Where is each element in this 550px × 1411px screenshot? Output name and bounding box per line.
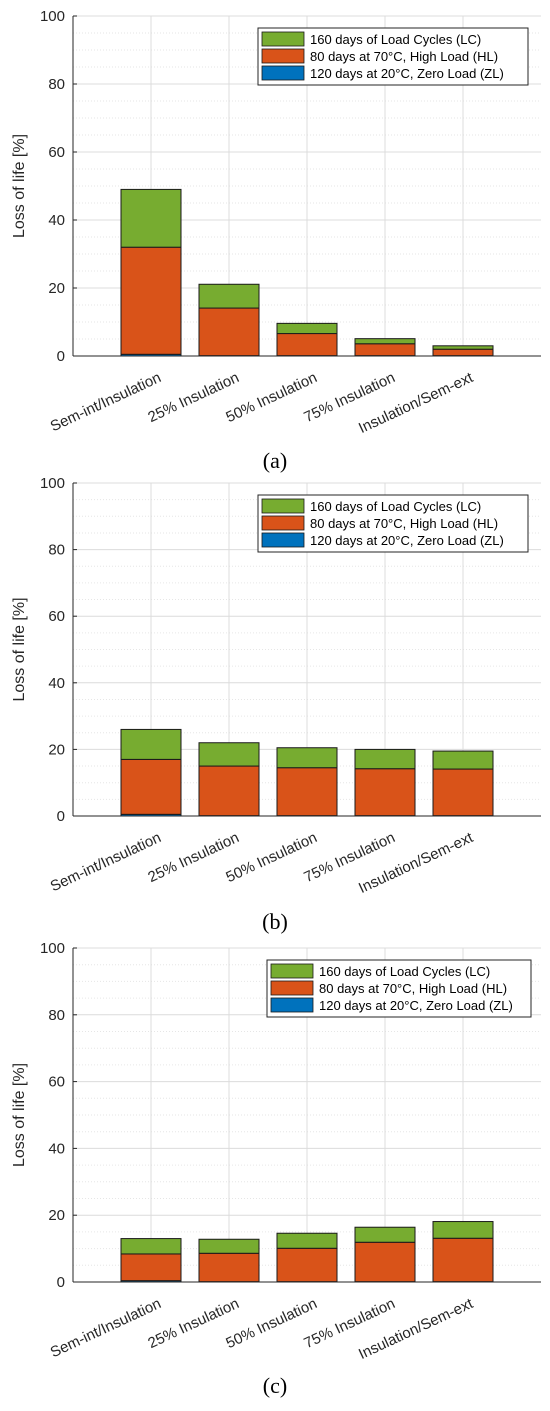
legend-label: 80 days at 70°C, High Load (HL): [310, 49, 498, 64]
x-tick-label: Sem-int/Insulation: [48, 1295, 164, 1361]
bar-segment: [276, 1247, 338, 1283]
legend-label: 160 days of Load Cycles (LC): [310, 499, 481, 514]
y-tick-label: 100: [40, 940, 65, 957]
bar-segment: [276, 333, 338, 357]
bar-segment: [120, 728, 182, 760]
y-axis-title: Loss of life [%]: [11, 1063, 28, 1167]
bar-segment: [354, 1241, 416, 1283]
bar-segment: [354, 1226, 416, 1243]
y-tick-label: 20: [48, 741, 65, 758]
bar-segment: [120, 188, 182, 248]
bar-segment: [354, 748, 416, 770]
legend-swatch: [261, 532, 305, 548]
bar-segment: [276, 322, 338, 335]
bar-segment: [354, 768, 416, 817]
y-tick-label: 60: [48, 144, 65, 161]
bar-segment: [276, 767, 338, 817]
legend-label: 120 days at 20°C, Zero Load (ZL): [310, 533, 504, 548]
bar-segment: [120, 1238, 182, 1255]
legend-swatch: [270, 980, 314, 996]
panel-caption: (b): [262, 909, 288, 934]
legend-swatch: [270, 997, 314, 1013]
legend-label: 120 days at 20°C, Zero Load (ZL): [319, 998, 513, 1013]
y-tick-label: 0: [57, 1274, 65, 1291]
bar-segment: [120, 1253, 182, 1282]
legend-label: 120 days at 20°C, Zero Load (ZL): [310, 66, 504, 81]
x-tick-label: Sem-int/Insulation: [48, 369, 164, 435]
y-tick-label: 100: [40, 475, 65, 492]
bar-segment: [432, 348, 494, 357]
bar-segment: [276, 747, 338, 769]
y-tick-label: 80: [48, 542, 65, 559]
y-tick-label: 40: [48, 1140, 65, 1157]
y-tick-label: 40: [48, 675, 65, 692]
y-tick-label: 60: [48, 1074, 65, 1091]
bar-segment: [198, 742, 260, 767]
y-tick-label: 0: [57, 348, 65, 365]
legend-swatch: [261, 515, 305, 531]
y-tick-label: 40: [48, 212, 65, 229]
bar-segment: [198, 283, 260, 309]
legend-swatch: [261, 48, 305, 64]
legend-swatch: [261, 498, 305, 514]
bar-segment: [432, 768, 494, 817]
x-tick-label: Sem-int/Insulation: [48, 829, 164, 895]
y-tick-label: 80: [48, 1007, 65, 1024]
bar-segment: [432, 1221, 494, 1239]
panel-caption: (a): [263, 448, 287, 473]
y-axis-title: Loss of life [%]: [11, 134, 28, 238]
bar-segment: [198, 1238, 260, 1254]
y-tick-label: 0: [57, 808, 65, 825]
y-tick-label: 20: [48, 1207, 65, 1224]
bar-segment: [198, 765, 260, 817]
panel-caption: (c): [263, 1373, 287, 1398]
y-tick-label: 60: [48, 608, 65, 625]
legend-swatch: [261, 65, 305, 81]
legend-label: 80 days at 70°C, High Load (HL): [319, 981, 507, 996]
y-axis-title: Loss of life [%]: [11, 597, 28, 701]
bar-segment: [276, 1232, 338, 1249]
bar-segment: [432, 750, 494, 770]
bar-segment: [198, 1252, 260, 1283]
y-tick-label: 80: [48, 76, 65, 93]
legend-label: 160 days of Load Cycles (LC): [319, 964, 490, 979]
bar-segment: [432, 1237, 494, 1283]
bar-segment: [354, 343, 416, 357]
bar-segment: [432, 345, 494, 350]
bar-segment: [120, 246, 182, 355]
legend-swatch: [261, 31, 305, 47]
y-tick-label: 20: [48, 280, 65, 297]
legend-label: 80 days at 70°C, High Load (HL): [310, 516, 498, 531]
bar-segment: [120, 758, 182, 815]
bar-segment: [198, 307, 260, 357]
y-tick-label: 100: [40, 8, 65, 25]
legend-swatch: [270, 963, 314, 979]
legend-label: 160 days of Load Cycles (LC): [310, 32, 481, 47]
bar-segment: [354, 338, 416, 345]
